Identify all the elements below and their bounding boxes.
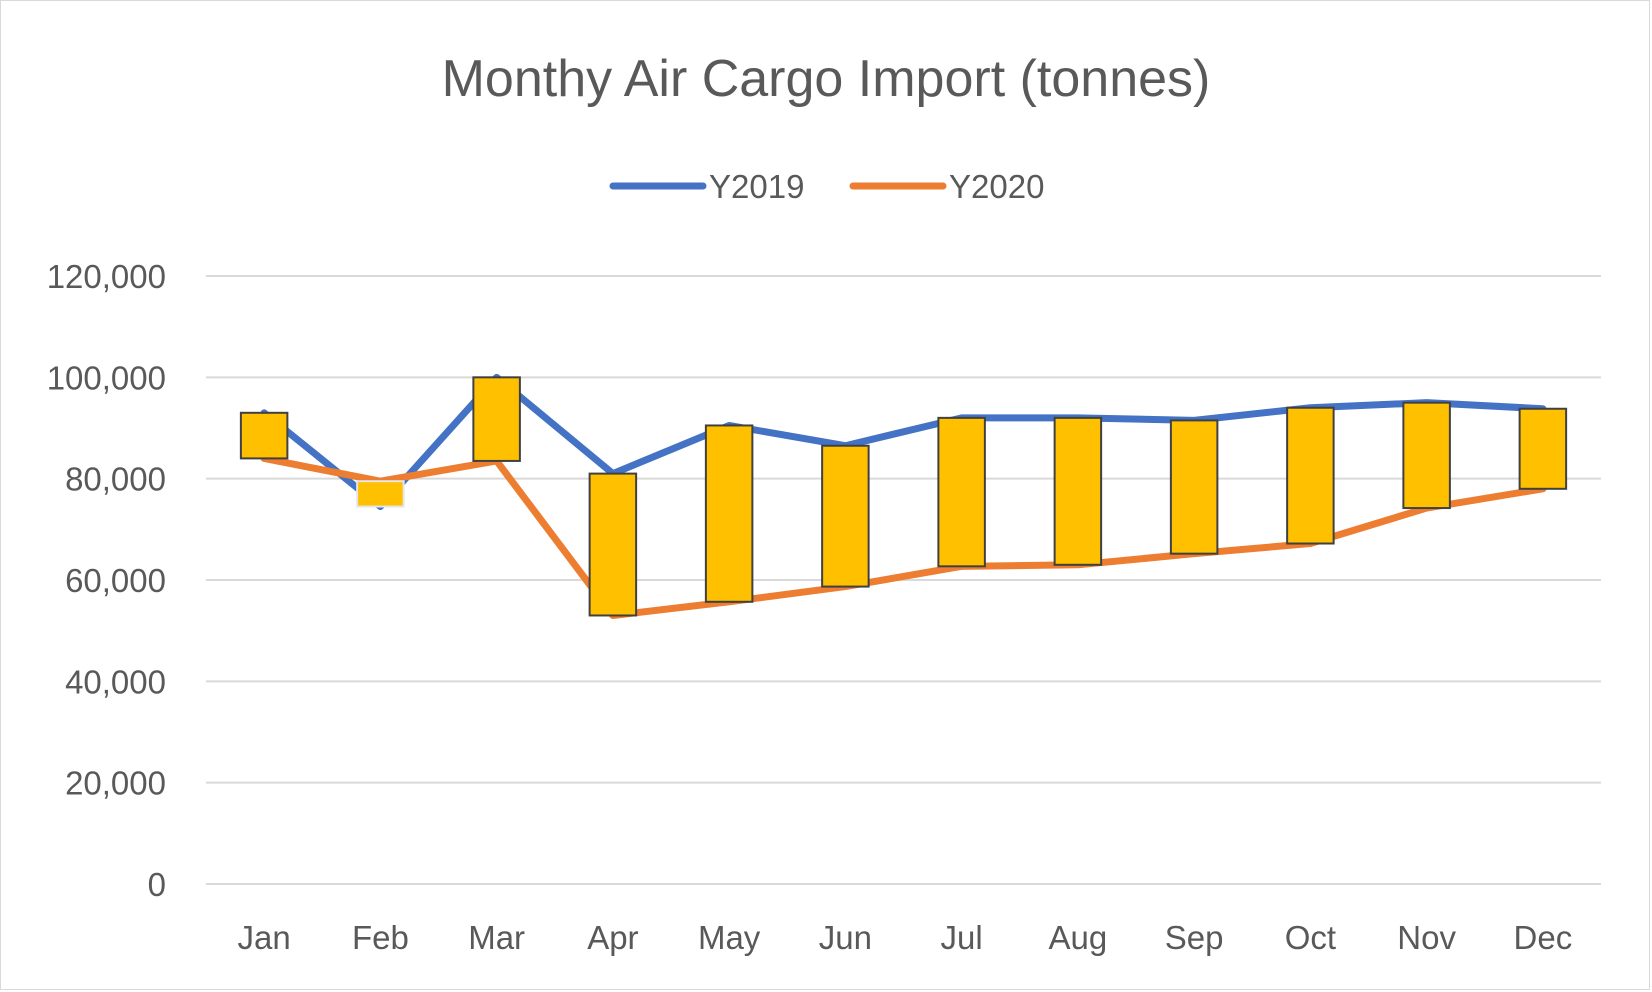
up-down-bar-mar	[472, 376, 521, 462]
up-down-bar-feb	[356, 480, 405, 508]
y-tick-label: 40,000	[65, 663, 166, 700]
x-tick-label: Apr	[587, 919, 638, 956]
series-line-y2019	[260, 373, 1547, 511]
x-tick-label: Aug	[1049, 919, 1108, 956]
up-down-bar-jun	[821, 444, 870, 588]
up-down-bar-aug	[1053, 416, 1103, 566]
y-tick-label: 100,000	[47, 359, 166, 396]
up-down-bar-oct	[1286, 406, 1335, 545]
x-tick-label: Mar	[468, 919, 525, 956]
legend-label-y2020: Y2020	[949, 168, 1044, 205]
legend: Y2019 Y2020	[609, 168, 1044, 205]
x-tick-label: Dec	[1514, 919, 1573, 956]
y-tick-label: 80,000	[65, 461, 166, 498]
y-tick-label: 60,000	[65, 562, 166, 599]
y-tick-label: 20,000	[65, 765, 166, 802]
x-tick-label: Jan	[238, 919, 291, 956]
x-tick-label: May	[698, 919, 761, 956]
up-down-bar-nov	[1402, 401, 1451, 510]
y-tick-label: 0	[148, 866, 166, 903]
chart-title: Monthy Air Cargo Import (tonnes)	[442, 50, 1211, 108]
y-axis-ticks: 0 20,000 40,000 60,000 80,000 100,000 120,000	[47, 258, 166, 903]
y-tick-label: 120,000	[47, 258, 166, 295]
up-down-bar-dec	[1518, 407, 1568, 490]
up-down-bar-apr	[588, 472, 638, 617]
series-line-y2020	[260, 454, 1547, 619]
up-down-bar-jan	[239, 411, 289, 460]
up-down-bar-may	[704, 424, 754, 603]
up-down-bar-jul	[937, 416, 986, 568]
up-down-bars	[239, 376, 1568, 617]
x-tick-label: Jun	[819, 919, 872, 956]
x-tick-label: Sep	[1165, 919, 1224, 956]
legend-label-y2019: Y2019	[709, 168, 804, 205]
x-tick-label: Feb	[352, 919, 409, 956]
x-axis-ticks: Jan Feb Mar Apr May Jun Jul Aug Sep Oct Nov Dec	[238, 919, 1573, 956]
up-down-bar-sep	[1169, 419, 1219, 555]
x-tick-label: Jul	[941, 919, 983, 956]
x-tick-label: Nov	[1397, 919, 1456, 956]
x-tick-label: Oct	[1285, 919, 1336, 956]
